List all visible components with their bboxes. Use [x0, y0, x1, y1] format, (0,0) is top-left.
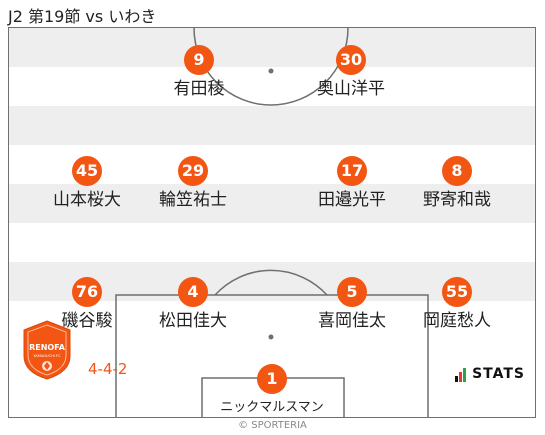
player-mf-lc: 29 輪笠祐士 — [133, 156, 253, 210]
player-number: 17 — [337, 156, 367, 186]
player-name: ニックマルスマン — [220, 400, 324, 415]
pitch-stripe — [9, 28, 535, 67]
stats-logo-text: STATS — [472, 366, 525, 382]
match-title: J2 第19節 vs いわき — [8, 7, 157, 26]
player-number: 29 — [178, 156, 208, 186]
player-df-lcb: 4 松田佳大 — [133, 277, 253, 331]
copyright: © SPORTERIA — [238, 420, 307, 431]
player-name: 松田佳大 — [159, 311, 227, 331]
club-logo: RENOFA YAMAGUCHI FC — [22, 320, 72, 380]
player-gk: 1 ニックマルスマン — [212, 364, 332, 416]
player-mf-rc: 17 田邉光平 — [292, 156, 412, 210]
player-name: 有田稜 — [173, 79, 225, 99]
player-fw-left: 9 有田稜 — [139, 45, 259, 99]
formation-label: 4-4-2 — [88, 360, 128, 378]
player-number: 76 — [72, 277, 102, 307]
club-logo-subtext: YAMAGUCHI FC — [33, 354, 61, 358]
player-number: 5 — [337, 277, 367, 307]
pitch-stripe — [9, 184, 535, 223]
player-number: 9 — [184, 45, 214, 75]
club-logo-text: RENOFA — [29, 343, 66, 352]
player-name: 山本桜大 — [53, 190, 121, 210]
player-number: 45 — [72, 156, 102, 186]
player-number: 8 — [442, 156, 472, 186]
player-number: 30 — [336, 45, 366, 75]
player-number: 4 — [178, 277, 208, 307]
player-mf-rw: 8 野寄和哉 — [397, 156, 517, 210]
player-name: 輪笠祐士 — [159, 190, 227, 210]
player-name: 喜岡佳太 — [318, 311, 386, 331]
player-df-rcb: 5 喜岡佳太 — [292, 277, 412, 331]
stats-bars-icon — [455, 368, 467, 382]
player-name: 岡庭愁人 — [423, 311, 491, 331]
player-name: 磯谷駿 — [61, 311, 113, 331]
stats-logo: STATS — [455, 366, 525, 382]
player-df-lb: 76 磯谷駿 — [27, 277, 147, 331]
player-fw-right: 30 奥山洋平 — [291, 45, 411, 99]
player-name: 奥山洋平 — [317, 79, 385, 99]
pitch-stripe — [9, 106, 535, 145]
player-df-rb: 55 岡庭愁人 — [397, 277, 517, 331]
player-name: 田邉光平 — [318, 190, 386, 210]
player-number: 1 — [257, 364, 287, 394]
player-mf-lw: 45 山本桜大 — [27, 156, 147, 210]
player-number: 55 — [442, 277, 472, 307]
player-name: 野寄和哉 — [423, 190, 491, 210]
